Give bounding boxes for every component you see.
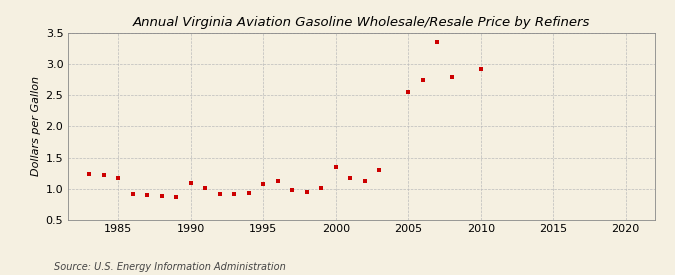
Y-axis label: Dollars per Gallon: Dollars per Gallon xyxy=(32,76,41,177)
Text: Source: U.S. Energy Information Administration: Source: U.S. Energy Information Administ… xyxy=(54,262,286,272)
Title: Annual Virginia Aviation Gasoline Wholesale/Resale Price by Refiners: Annual Virginia Aviation Gasoline Wholes… xyxy=(132,16,590,29)
